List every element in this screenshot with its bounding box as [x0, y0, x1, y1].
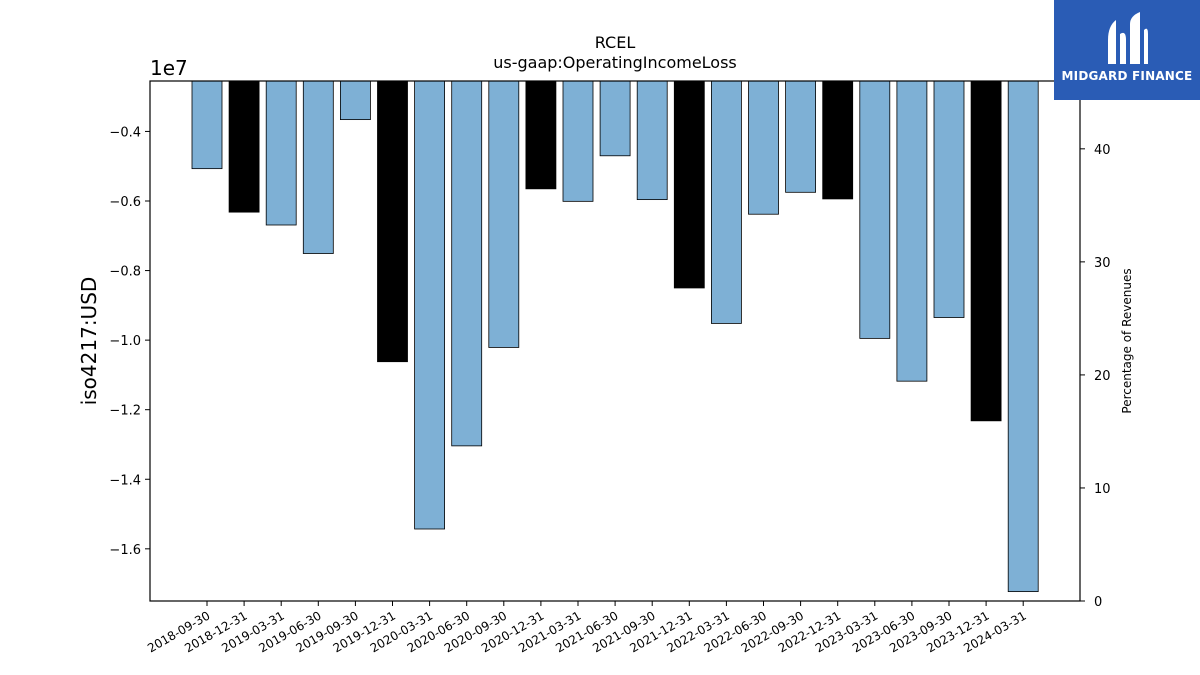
chart-subtitle: us-gaap:OperatingIncomeLoss: [493, 53, 737, 72]
chart-title: RCEL: [595, 33, 636, 52]
bar-2021-09-30: [636, 80, 668, 201]
bar-2021-03-31: [562, 80, 594, 202]
y2-tick-label: 30: [1094, 256, 1111, 271]
bar-2020-03-31: [414, 80, 446, 530]
y-axis-ticks: −0.4 −0.6 −0.8 −1.0 −1.2 −1.4 −1.6: [109, 125, 150, 558]
bar-2019-06-30: [302, 80, 334, 254]
y-tick-label: −1.0: [109, 334, 141, 349]
y-tick-label: −1.4: [109, 473, 141, 488]
y-tick-label: −0.6: [109, 195, 141, 210]
bar-2019-12-31: [377, 80, 408, 363]
y-tick-label: −1.2: [109, 404, 141, 419]
y2-tick-label: 0: [1094, 595, 1102, 610]
bar-2021-12-31: [673, 80, 705, 289]
y2-tick-label: 40: [1094, 143, 1111, 158]
bar-2020-06-30: [451, 80, 483, 447]
y-tick-label: −1.6: [109, 543, 141, 558]
bar-2023-03-31: [859, 80, 891, 339]
bar-2023-09-30: [933, 80, 965, 318]
bar-2022-03-31: [711, 80, 742, 324]
y-tick-label: −0.8: [109, 265, 141, 280]
bar-2022-12-31: [822, 80, 854, 200]
bar-2022-09-30: [785, 80, 816, 193]
bar-2019-03-31: [265, 80, 297, 226]
logo: MIDGARD FINANCE: [1054, 0, 1200, 100]
bar-2021-06-30: [599, 80, 631, 157]
bar-2022-06-30: [748, 80, 779, 215]
bar-2023-12-31: [970, 80, 1002, 422]
bar-2023-06-30: [896, 80, 928, 382]
bar-2020-12-31: [525, 80, 557, 190]
bar-2020-09-30: [488, 80, 520, 348]
bars: [191, 80, 1039, 593]
logo-text: MIDGARD FINANCE: [1061, 69, 1193, 83]
x-axis-ticks: 2018-09-302018-12-312019-03-312019-06-30…: [145, 601, 1029, 655]
y2-tick-label: 10: [1094, 482, 1111, 497]
plot-frame: [149, 80, 1081, 602]
bar-2019-09-30: [339, 80, 371, 121]
y2-axis-label: Percentage of Revenues: [1120, 268, 1134, 413]
bar-2018-12-31: [228, 80, 260, 213]
y2-tick-label: 20: [1094, 369, 1111, 384]
y-axis-label: iso4217:USD: [77, 277, 101, 406]
bar-2018-09-30: [191, 80, 223, 170]
y-tick-label: −0.4: [109, 125, 141, 140]
midgard-logo-icon: [1108, 12, 1148, 65]
y2-axis-ticks: 0 10 20 30 40: [1080, 143, 1111, 610]
y-offset-label: 1e7: [150, 56, 188, 80]
bar-2024-03-31: [1007, 80, 1039, 593]
